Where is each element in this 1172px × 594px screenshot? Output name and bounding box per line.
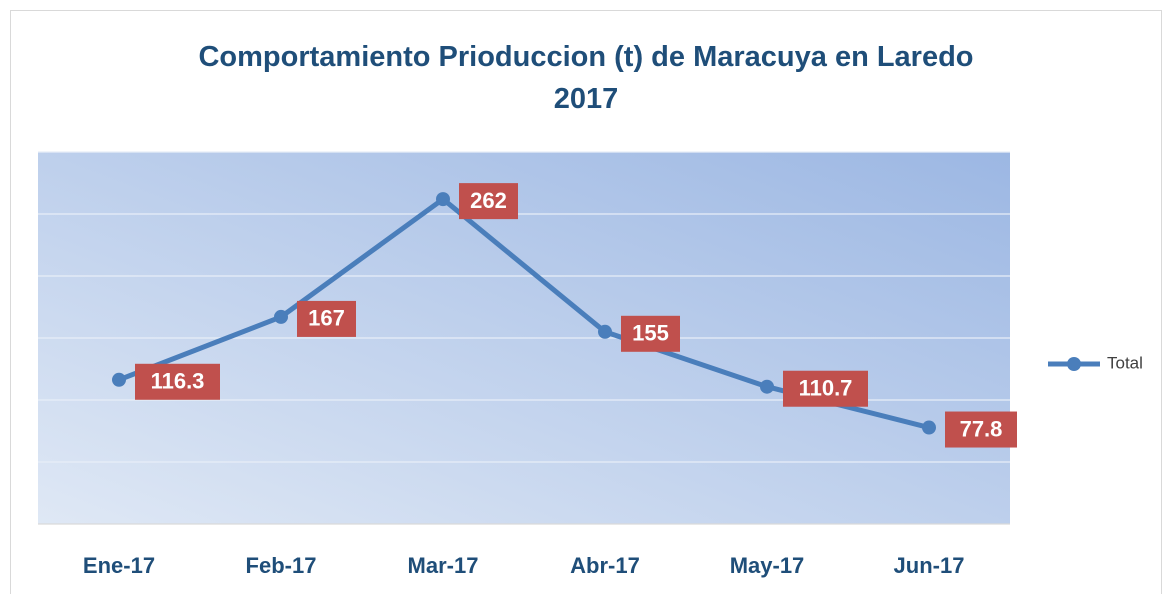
marker [274,309,288,324]
value-label-box [783,370,868,407]
x-tick-label: Jun-17 [894,553,965,578]
x-tick-label: Ene-17 [83,553,155,578]
value-label-box [621,315,680,352]
x-tick-label: May-17 [730,553,805,578]
value-label: 262 [470,188,507,213]
marker [760,379,774,394]
marker [436,192,450,207]
value-label: 116.3 [151,369,205,394]
marker [112,372,126,387]
x-tick-label: Mar-17 [408,553,479,578]
marker [598,324,612,339]
value-label-box [135,363,220,400]
legend-label: Total [1107,353,1143,372]
chart-title: Comportamiento Prioduccion (t) de Maracu… [198,41,974,115]
legend-marker [1067,357,1081,371]
value-label: 110.7 [799,376,853,401]
value-label-box [945,411,1017,448]
marker [922,420,936,435]
x-tick-label: Abr-17 [570,553,640,578]
value-label-box [297,300,356,337]
x-tick-label: Feb-17 [246,553,317,578]
value-label-box [459,183,518,220]
value-label: 77.8 [960,416,1003,441]
value-label: 167 [308,306,345,331]
value-label: 155 [632,321,669,346]
